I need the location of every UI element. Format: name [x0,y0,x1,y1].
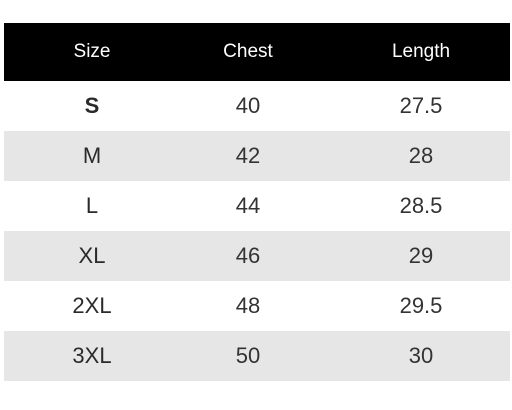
table-row: 2XL 48 29.5 [4,281,510,331]
chest-cell: 48 [180,281,308,331]
table-row: XL 46 29 [4,231,510,281]
size-cell: M [4,131,180,181]
size-cell: XL [4,231,180,281]
table-header-row: Size Chest Length [4,23,510,81]
size-cell: L [4,181,180,231]
chest-cell: 46 [180,231,308,281]
table-row: M 42 28 [4,131,510,181]
size-cell: 3XL [4,331,180,381]
size-chart-table: Size Chest Length S 40 27.5 M 42 28 L 44… [4,23,510,381]
length-cell: 27.5 [308,81,510,131]
chest-cell: 44 [180,181,308,231]
length-cell: 28 [308,131,510,181]
table-row: L 44 28.5 [4,181,510,231]
size-cell: 2XL [4,281,180,331]
length-cell: 28.5 [308,181,510,231]
chest-cell: 40 [180,81,308,131]
size-cell: S [4,81,180,131]
table-bottom-spacer [4,381,510,410]
chest-cell: 42 [180,131,308,181]
length-cell: 30 [308,331,510,381]
header-chest: Chest [180,23,308,81]
table-row: 3XL 50 30 [4,331,510,381]
length-cell: 29.5 [308,281,510,331]
header-size: Size [4,23,180,81]
header-length: Length [308,23,510,81]
chest-cell: 50 [180,331,308,381]
table-row: S 40 27.5 [4,81,510,131]
length-cell: 29 [308,231,510,281]
